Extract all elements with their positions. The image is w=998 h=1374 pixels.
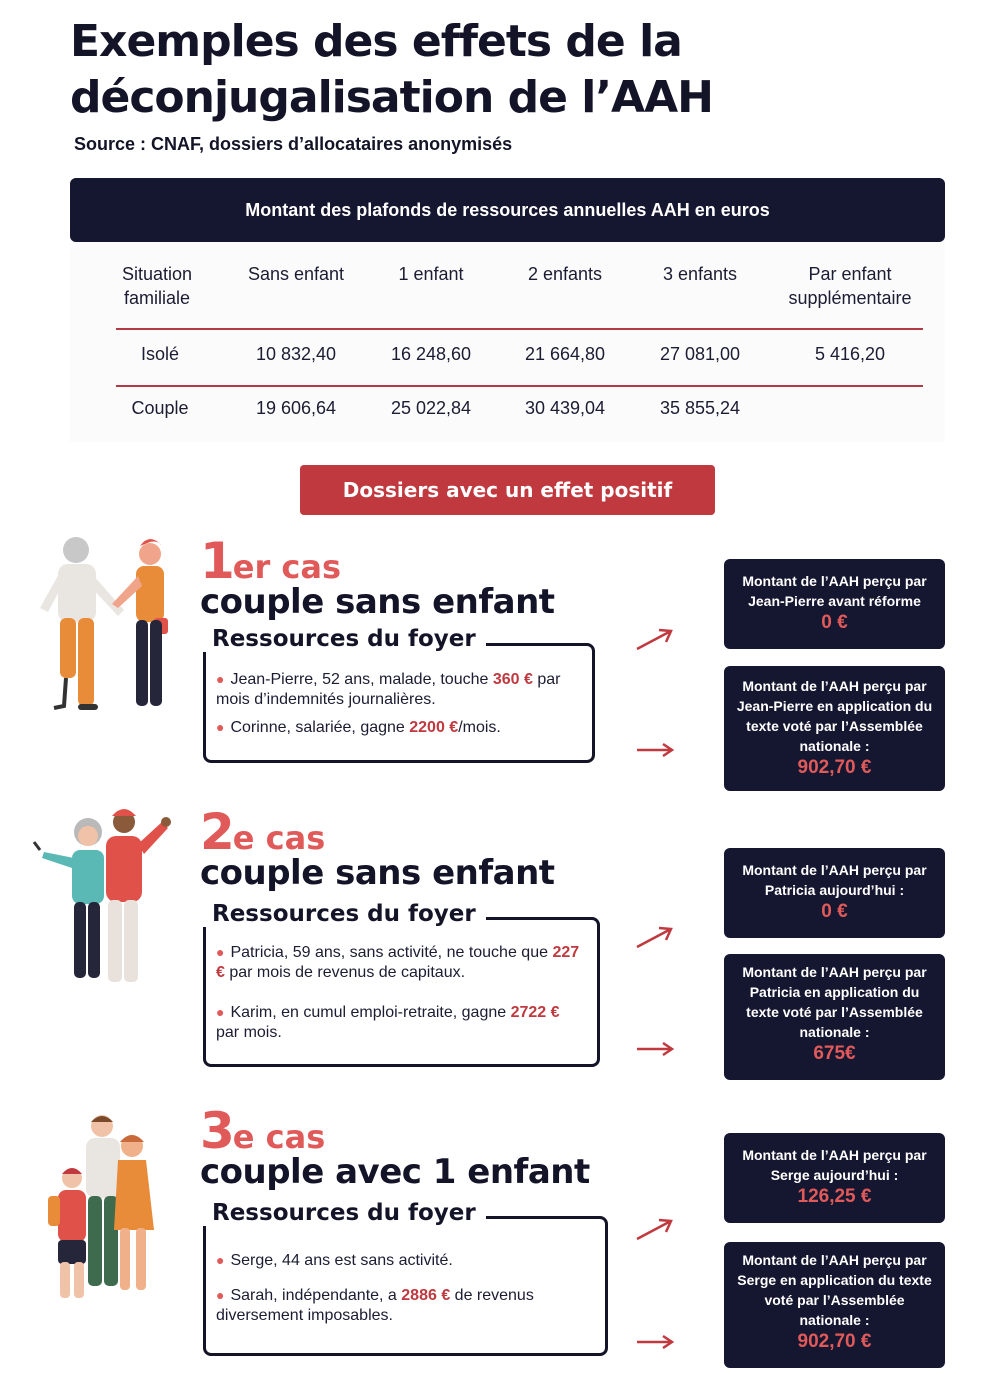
arrow-up-right-icon <box>636 926 673 949</box>
case-1-heading: 1er cas <box>200 532 341 590</box>
row-label-isole: Isolé <box>140 344 180 364</box>
case-1-suffix: er cas <box>232 548 342 586</box>
couple-illustration-icon <box>40 537 168 710</box>
table-cell: 10 832,40 <box>255 344 337 364</box>
bullet-icon: ● <box>216 719 225 735</box>
case-3-item-2: ● Sarah, indépendante, a 2886 € de revenu… <box>216 1287 534 1324</box>
table-cell: 27 081,00 <box>659 344 741 364</box>
case-2-item-1: ● Patricia, 59 ans, sans activité, ne tou… <box>216 944 580 981</box>
arrow-up-right-icon <box>636 1218 673 1241</box>
column-header-1-enfant: 1 enfant <box>398 264 464 284</box>
table-divider <box>116 385 923 387</box>
case-2-heading: 2e cas <box>200 803 325 861</box>
case-1-item-2: ● Corinne, salariée, gagne 2200 €/mois. <box>216 719 501 736</box>
column-header-situation: Situation familiale <box>121 264 193 308</box>
couple-illustration-icon <box>32 809 171 982</box>
case-2-card-after: Montant de l’AAH perçu par Patricia en a… <box>724 954 945 1080</box>
column-header-par-enfant: Par enfant supplémentaire <box>788 264 912 308</box>
family-illustration-icon <box>48 1115 154 1298</box>
case-2-resources-title: Ressources du foyer <box>202 901 486 927</box>
arrow-right-icon <box>637 1334 675 1350</box>
table-body <box>70 242 945 442</box>
table-cell: 30 439,04 <box>524 398 606 418</box>
arrow-right-icon <box>637 742 675 758</box>
case-3-heading: 3e cas <box>200 1102 325 1160</box>
case-1-resources-title: Ressources du foyer <box>202 626 486 652</box>
bullet-icon: ● <box>216 1252 225 1268</box>
table-cell: 25 022,84 <box>390 398 472 418</box>
arrow-right-icon <box>637 1041 675 1057</box>
column-header-sans-enfant: Sans enfant <box>247 264 345 284</box>
column-header-3-enfants: 3 enfants <box>662 264 738 284</box>
case-2-item-2: ● Karim, en cumul emploi-retraite, gagne … <box>216 1004 560 1041</box>
case-1-number: 1 <box>200 532 235 590</box>
case-3-subtitle: couple avec 1 enfant <box>200 1152 590 1192</box>
case-3-card-after: Montant de l’AAH perçu par Serge en appl… <box>724 1242 945 1368</box>
case-3-number: 3 <box>200 1102 235 1160</box>
case-3-resources-title: Ressources du foyer <box>202 1200 486 1226</box>
case-2-resources-box <box>203 917 600 1067</box>
table-header: Montant des plafonds de ressources annue… <box>70 178 945 242</box>
bullet-icon: ● <box>216 671 225 687</box>
case-1-item-1: ● Jean-Pierre, 52 ans, malade, touche 360… <box>216 671 561 708</box>
table-divider <box>116 328 923 330</box>
table-cell: 35 855,24 <box>659 398 741 418</box>
case-2-subtitle: couple sans enfant <box>200 853 555 893</box>
bullet-icon: ● <box>216 1004 225 1020</box>
bullet-icon: ● <box>216 1287 225 1303</box>
case-1-card-before: Montant de l’AAH perçu par Jean-Pierre a… <box>724 559 945 649</box>
section-label-positive: Dossiers avec un effet positif <box>300 465 715 515</box>
case-2-number: 2 <box>200 803 235 861</box>
table-cell: 19 606,64 <box>255 398 337 418</box>
case-2-card-before: Montant de l’AAH perçu par Patricia aujo… <box>724 848 945 938</box>
table-cell: 16 248,60 <box>390 344 472 364</box>
arrow-up-right-icon <box>636 628 673 651</box>
case-3-item-1: ● Serge, 44 ans est sans activité. <box>216 1252 453 1269</box>
case-1-subtitle: couple sans enfant <box>200 582 555 622</box>
bullet-icon: ● <box>216 944 225 960</box>
row-label-couple: Couple <box>131 398 189 418</box>
case-2-suffix: e cas <box>232 819 326 857</box>
case-1-card-after: Montant de l’AAH perçu par Jean-Pierre e… <box>724 666 945 791</box>
case-3-suffix: e cas <box>232 1118 326 1156</box>
page-title: Exemples des effets de la déconjugalisat… <box>70 16 714 123</box>
case-3-card-before: Montant de l’AAH perçu par Serge aujourd… <box>724 1133 945 1223</box>
source-line: Source : CNAF, dossiers d’allocataires a… <box>74 134 513 154</box>
column-header-2-enfants: 2 enfants <box>527 264 603 284</box>
table-cell: 21 664,80 <box>524 344 606 364</box>
table-cell: 5 416,20 <box>814 344 886 364</box>
